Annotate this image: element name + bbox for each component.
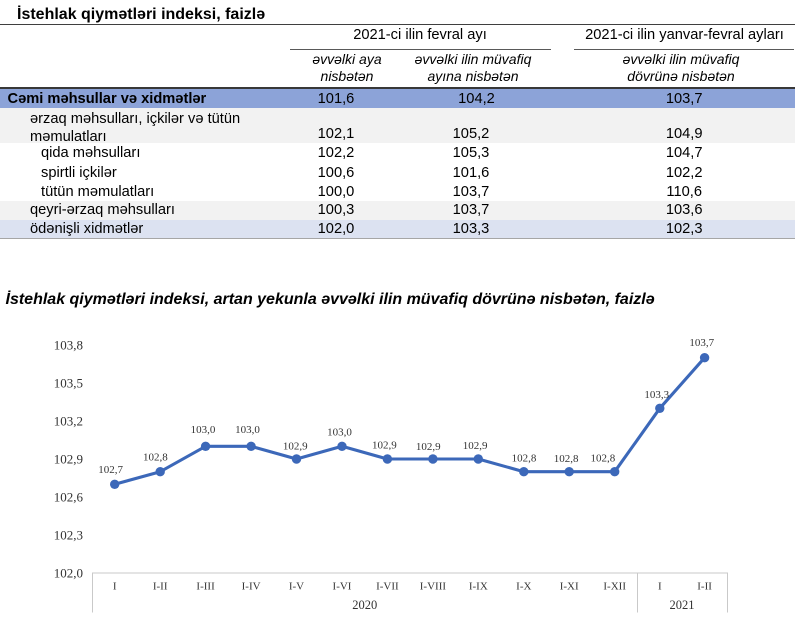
svg-text:102,0: 102,0 xyxy=(54,565,83,580)
svg-text:103,8: 103,8 xyxy=(54,337,83,352)
svg-text:I-V: I-V xyxy=(289,581,304,593)
svg-text:I-IX: I-IX xyxy=(469,581,488,593)
svg-text:102,9: 102,9 xyxy=(372,440,397,452)
svg-text:102,3: 102,3 xyxy=(54,527,83,542)
svg-text:103,3: 103,3 xyxy=(644,389,669,401)
svg-text:2021: 2021 xyxy=(670,598,695,612)
svg-text:I: I xyxy=(113,581,117,593)
svg-text:I-III: I-III xyxy=(196,581,215,593)
svg-text:I: I xyxy=(658,581,662,593)
svg-text:I-II: I-II xyxy=(697,581,712,593)
svg-text:2020: 2020 xyxy=(352,598,377,612)
svg-text:103,0: 103,0 xyxy=(191,424,216,436)
svg-text:I-XI: I-XI xyxy=(560,581,579,593)
svg-text:I-X: I-X xyxy=(516,581,531,593)
svg-text:I-XII: I-XII xyxy=(603,581,626,593)
svg-text:102,8: 102,8 xyxy=(143,452,168,464)
svg-text:102,8: 102,8 xyxy=(591,453,616,465)
svg-text:102,8: 102,8 xyxy=(554,453,579,465)
svg-text:102,9: 102,9 xyxy=(54,451,83,466)
svg-text:103,7: 103,7 xyxy=(689,337,714,349)
svg-text:102,6: 102,6 xyxy=(54,489,84,504)
svg-text:102,9: 102,9 xyxy=(463,440,488,452)
svg-text:I-VIII: I-VIII xyxy=(420,581,447,593)
svg-text:103,0: 103,0 xyxy=(235,424,260,436)
svg-text:103,2: 103,2 xyxy=(54,413,83,428)
svg-text:103,5: 103,5 xyxy=(54,375,83,390)
svg-text:102,7: 102,7 xyxy=(98,464,123,476)
svg-text:I-VI: I-VI xyxy=(333,581,352,593)
svg-text:102,9: 102,9 xyxy=(416,441,441,453)
svg-text:I-IV: I-IV xyxy=(242,581,261,593)
svg-text:102,9: 102,9 xyxy=(283,441,308,453)
svg-text:I-II: I-II xyxy=(153,581,168,593)
svg-text:103,0: 103,0 xyxy=(327,426,352,438)
svg-text:102,8: 102,8 xyxy=(512,453,537,465)
svg-text:I-VII: I-VII xyxy=(376,581,399,593)
